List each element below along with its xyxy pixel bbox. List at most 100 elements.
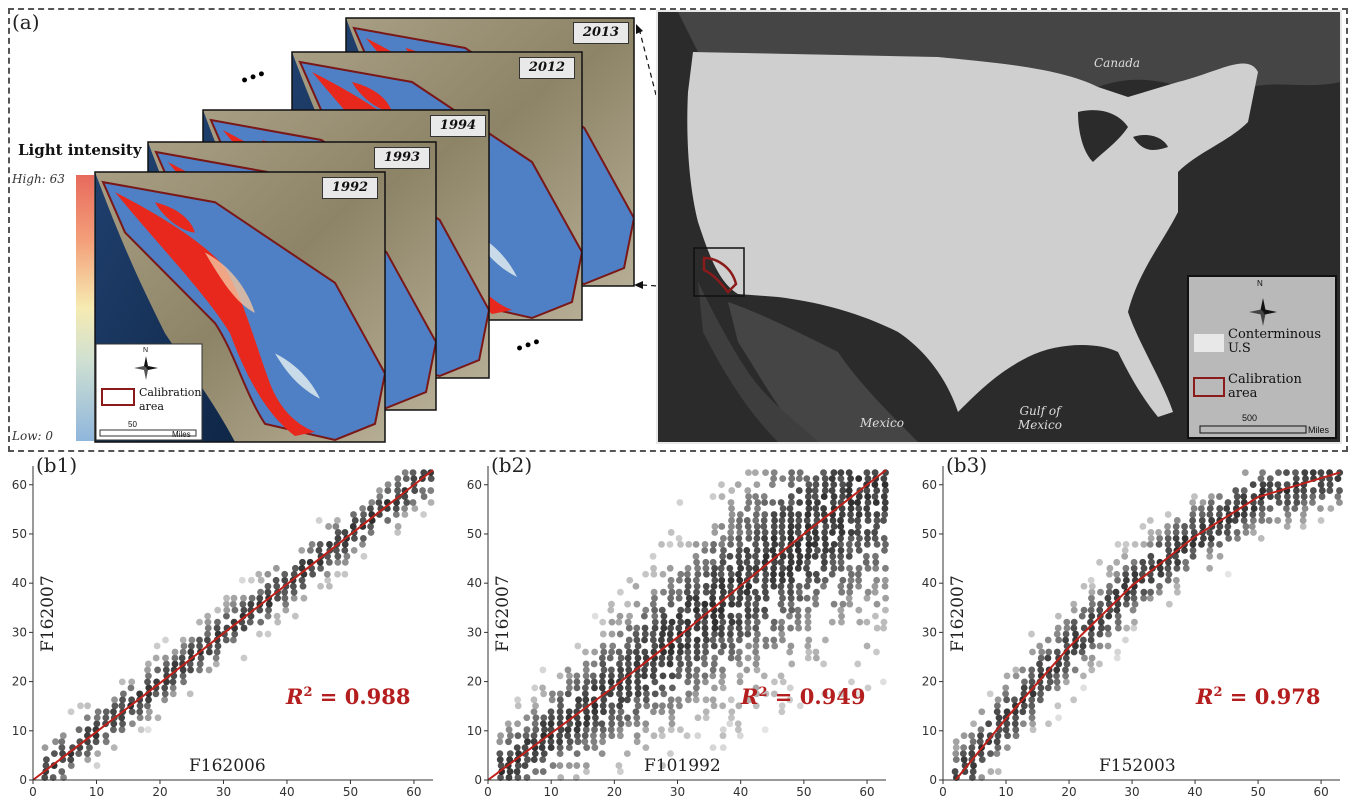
scatter-point (837, 606, 845, 614)
x-axis-label: F101992 (644, 756, 721, 776)
scatter-point (556, 744, 564, 752)
scatter-point (1096, 660, 1103, 668)
scatter-point (246, 618, 254, 626)
scatter-point (1242, 523, 1250, 530)
scatter-point (257, 576, 265, 584)
scatter-point (616, 684, 624, 692)
scatter-point (752, 624, 760, 632)
scatter-point (839, 493, 846, 500)
map-scale-value: 500 (1242, 413, 1258, 423)
x-tick-label: 40 (279, 785, 294, 799)
scatter-point (641, 672, 648, 680)
scatter-point (1046, 678, 1054, 686)
scatter-point (1155, 540, 1163, 548)
scatter-point (779, 576, 786, 584)
scatter-point (1181, 523, 1188, 530)
scatter-point (668, 708, 676, 716)
scatter-point (837, 534, 845, 542)
scatter-point (136, 714, 144, 722)
scatter-point (617, 720, 625, 728)
scatter-point (1020, 684, 1028, 692)
scatter-point (93, 714, 101, 722)
scatter-point (264, 570, 272, 578)
scatter-point (1206, 552, 1214, 560)
scatter-point (1258, 511, 1266, 518)
scatter-point (718, 481, 725, 488)
scatter-point (632, 648, 640, 656)
scatter-point (753, 546, 761, 554)
colorbar-high-label: High: 63 (12, 172, 65, 186)
scatter-point (196, 636, 203, 644)
scatter-point (709, 546, 717, 554)
scatter-point (847, 511, 854, 518)
scatter-point (812, 648, 820, 656)
scatter-point (709, 696, 717, 704)
scatter-point (778, 570, 786, 578)
scatter-point (786, 546, 793, 554)
scatter-point (1096, 642, 1104, 650)
scatter-point (1011, 696, 1018, 704)
scatter-point (623, 696, 631, 704)
scatter-point (692, 696, 700, 704)
scatter-point (736, 576, 744, 584)
scatter-point (830, 523, 838, 530)
scatter-point (1207, 499, 1215, 506)
scatter-point (778, 702, 786, 710)
scatter-point (880, 618, 888, 626)
x-tick-label: 50 (796, 785, 811, 799)
scatter-point (762, 642, 770, 650)
scatter-point (1029, 690, 1037, 698)
scatter-point (178, 654, 186, 662)
scatter-point (591, 726, 598, 734)
y-tick-label: 10 (922, 724, 937, 738)
scatter-point (719, 702, 727, 710)
scatter-point (127, 684, 135, 692)
scatter-point (805, 546, 813, 554)
scatter-point (762, 570, 770, 578)
scatter-point (667, 594, 675, 602)
scatter-point (118, 714, 126, 722)
scatter-point (1248, 523, 1256, 530)
scatter-point (770, 582, 778, 590)
scatter-point (641, 636, 648, 644)
scatter-point (1164, 540, 1172, 548)
scatter-point (1216, 552, 1224, 560)
scatter-point (837, 523, 845, 530)
scatter-point (1233, 499, 1241, 506)
scatter-point (1174, 540, 1181, 548)
scatter-point (1081, 654, 1088, 662)
scatter-point (762, 469, 769, 477)
scatter-point (171, 654, 179, 662)
scatter-point (315, 546, 323, 554)
scatter-point (718, 540, 726, 548)
scatter-point (136, 702, 144, 710)
scatter-point (1003, 696, 1011, 704)
scatter-point (1283, 493, 1291, 500)
scatter-point (847, 529, 855, 536)
scatter-point (1028, 678, 1036, 686)
scatter-point (351, 517, 359, 524)
scatter-point (744, 552, 752, 560)
scatter-point (666, 702, 674, 710)
scatter-point (513, 768, 521, 775)
scatter-point (994, 696, 1002, 704)
scatter-point (753, 481, 761, 488)
scatter-point (582, 696, 590, 704)
scatter-point (872, 552, 879, 560)
scatter-point (822, 546, 829, 554)
scatter-point (735, 552, 743, 560)
scatter-point (779, 552, 787, 560)
scatter-point (994, 744, 1002, 752)
scatter-point (1317, 469, 1325, 477)
scatter-point (213, 648, 221, 656)
scatter-point (223, 606, 231, 614)
scatter-point (214, 618, 221, 626)
scatter-point (532, 726, 540, 734)
scatter-point (845, 594, 853, 602)
scatter-point (1257, 475, 1265, 483)
scatter-point (1113, 594, 1121, 602)
scatter-point (506, 756, 514, 764)
scatter-point (754, 505, 761, 512)
scatter-point (598, 750, 606, 758)
scatter-point (787, 481, 795, 488)
